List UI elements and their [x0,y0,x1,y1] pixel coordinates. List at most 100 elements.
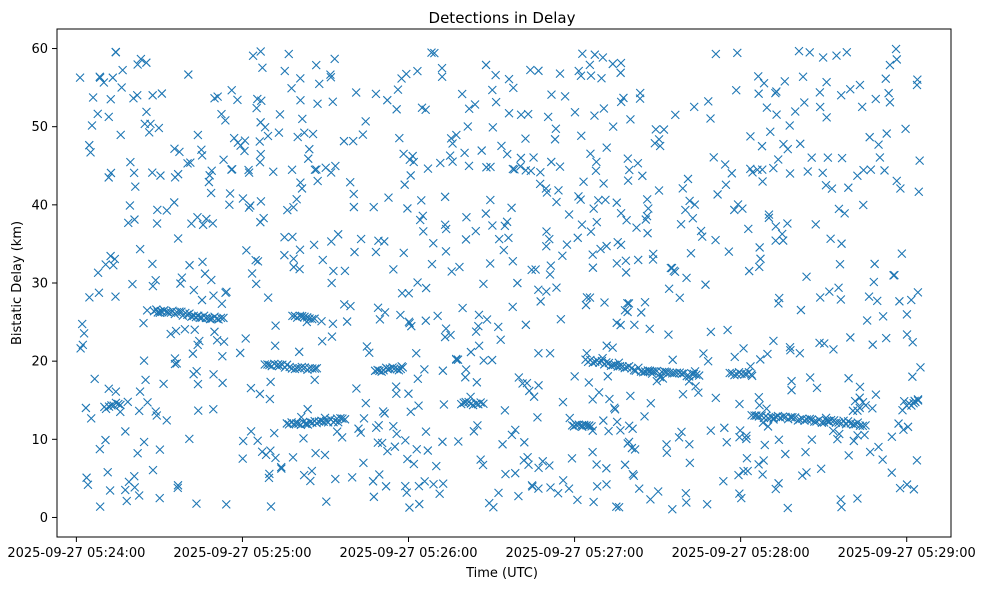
data-point [862,316,872,325]
data-point [356,234,366,244]
data-point [208,219,218,228]
data-point [516,153,526,163]
data-point [643,228,652,238]
data-point [508,83,518,93]
data-point [531,265,541,274]
data-point [691,381,700,391]
data-point [624,437,634,447]
data-point [437,63,447,73]
data-point [479,279,488,289]
data-point [907,372,917,382]
data-point [380,409,390,418]
data-point [110,254,120,264]
data-point [162,416,172,425]
data-point [815,293,825,302]
data-point [155,445,165,455]
data-point [620,460,630,470]
data-point [461,235,471,244]
data-point [134,491,144,500]
data-point [340,414,350,424]
data-point [471,226,481,236]
data-point [542,227,551,236]
data-point [95,444,105,454]
data-point [350,247,359,257]
data-point [423,446,433,455]
data-point [401,69,411,79]
data-point [612,258,622,268]
data-point [592,482,602,491]
data-point [106,251,115,261]
data-point [527,265,537,275]
data-point [610,404,620,414]
data-point [730,370,739,380]
data-point [415,215,425,225]
data-point [312,363,322,373]
data-point [400,481,410,491]
data-point [435,489,445,499]
data-point [765,127,775,137]
data-point [809,417,819,426]
data-point [780,449,790,459]
data-point [257,447,267,457]
data-point [292,194,302,204]
data-point [169,198,179,207]
data-point [441,324,451,334]
data-point [326,168,336,177]
y-tick-label: 40 [31,198,48,213]
x-tick-label: 2025-09-27 05:24:00 [7,546,145,561]
data-point [636,308,646,317]
data-point [608,343,618,353]
data-point [785,169,795,178]
data-point [148,259,157,269]
data-point [354,424,363,434]
data-point [523,109,533,119]
data-point [111,292,120,302]
data-point [869,277,879,287]
data-point [555,162,565,172]
data-point [899,425,908,435]
data-point [584,421,594,431]
data-point [633,158,643,168]
data-point [510,468,520,478]
data-point [802,467,811,477]
data-point [139,437,149,447]
data-point [240,146,249,156]
data-point [683,174,693,184]
data-point [543,112,553,122]
data-point [720,160,730,169]
data-point [402,454,412,464]
data-point [600,298,609,307]
data-point [129,168,139,178]
data-point [479,399,488,409]
data-point [516,161,525,171]
scatter-points [75,44,925,514]
data-point [626,114,635,124]
data-point [576,71,586,81]
data-point [88,93,98,102]
data-point [569,421,579,431]
data-point [682,273,691,283]
data-point [570,371,580,381]
data-point [507,430,517,440]
data-point [233,138,243,148]
data-point [204,177,214,187]
data-point [404,389,413,399]
data-point [711,235,720,245]
data-point [342,317,352,326]
data-point [616,208,626,218]
data-point [148,281,158,291]
data-point [855,393,865,403]
data-point [780,77,790,86]
data-point [832,51,841,60]
data-point [219,155,228,165]
data-point [837,153,847,163]
data-point [265,394,275,404]
data-point [844,373,853,383]
data-point [790,107,800,116]
data-point [240,136,250,146]
data-point [785,121,795,130]
data-point [141,375,150,385]
data-point [867,403,877,413]
data-point [421,283,431,293]
data-point [155,493,165,503]
